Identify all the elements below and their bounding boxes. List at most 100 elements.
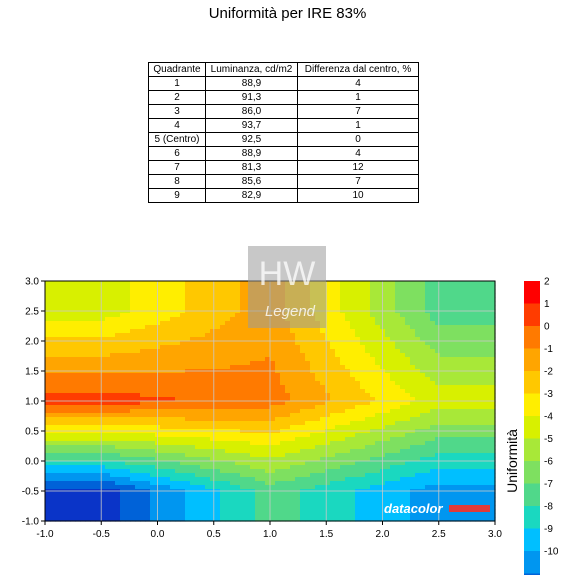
heatmap-cell	[465, 433, 471, 438]
heatmap-cell	[190, 481, 196, 486]
heatmap-cell	[315, 349, 321, 354]
heatmap-cell	[340, 433, 346, 438]
heatmap-cell	[475, 345, 481, 350]
heatmap-cell	[185, 281, 191, 286]
heatmap-cell	[235, 333, 241, 338]
heatmap-cell	[410, 289, 416, 294]
heatmap-cell	[270, 461, 276, 466]
heatmap-cell	[55, 313, 61, 318]
heatmap-cell	[185, 437, 191, 442]
heatmap-cell	[395, 445, 401, 450]
heatmap-cell	[70, 405, 76, 410]
heatmap-cell	[150, 393, 156, 398]
heatmap-cell	[485, 393, 491, 398]
heatmap-cell	[245, 385, 251, 390]
heatmap-cell	[385, 465, 391, 470]
heatmap-cell	[410, 365, 416, 370]
heatmap-cell	[105, 417, 111, 422]
heatmap-cell	[275, 365, 281, 370]
heatmap-cell	[240, 333, 246, 338]
heatmap-cell	[225, 393, 231, 398]
heatmap-cell	[375, 281, 381, 286]
heatmap-cell	[290, 457, 296, 462]
heatmap-cell	[290, 465, 296, 470]
heatmap-cell	[160, 453, 166, 458]
heatmap-cell	[425, 389, 431, 394]
heatmap-cell	[350, 381, 356, 386]
heatmap-cell	[105, 365, 111, 370]
heatmap-cell	[50, 373, 56, 378]
heatmap-cell	[425, 421, 431, 426]
heatmap-cell	[110, 421, 116, 426]
heatmap-cell	[245, 345, 251, 350]
heatmap-cell	[405, 425, 411, 430]
heatmap-cell	[450, 345, 456, 350]
heatmap-cell	[435, 305, 441, 310]
heatmap-cell	[205, 377, 211, 382]
heatmap-cell	[65, 381, 71, 386]
heatmap-cell	[70, 473, 76, 478]
heatmap-cell	[490, 497, 496, 502]
heatmap-cell	[480, 457, 486, 462]
heatmap-cell	[60, 401, 66, 406]
heatmap-cell	[55, 485, 61, 490]
heatmap-cell	[285, 497, 291, 502]
heatmap-cell	[375, 409, 381, 414]
heatmap-cell	[400, 417, 406, 422]
heatmap-cell	[160, 437, 166, 442]
heatmap-cell	[295, 417, 301, 422]
heatmap-cell	[70, 313, 76, 318]
heatmap-cell	[175, 417, 181, 422]
heatmap-cell	[55, 289, 61, 294]
heatmap-cell	[435, 477, 441, 482]
heatmap-cell	[325, 461, 331, 466]
heatmap-cell	[110, 453, 116, 458]
heatmap-cell	[75, 417, 81, 422]
heatmap-cell	[435, 281, 441, 286]
heatmap-cell	[420, 293, 426, 298]
heatmap-cell	[355, 297, 361, 302]
heatmap-cell	[60, 389, 66, 394]
heatmap-cell	[100, 457, 106, 462]
heatmap-cell	[470, 333, 476, 338]
heatmap-cell	[125, 485, 131, 490]
heatmap-cell	[385, 469, 391, 474]
heatmap-cell	[70, 461, 76, 466]
heatmap-cell	[190, 281, 196, 286]
heatmap-cell	[230, 401, 236, 406]
heatmap-cell	[490, 341, 496, 346]
heatmap-cell	[285, 381, 291, 386]
heatmap-cell	[295, 333, 301, 338]
heatmap-cell	[85, 477, 91, 482]
heatmap-cell	[345, 313, 351, 318]
heatmap-cell	[365, 417, 371, 422]
heatmap-cell	[185, 445, 191, 450]
heatmap-cell	[365, 373, 371, 378]
heatmap-cell	[490, 365, 496, 370]
heatmap-cell	[95, 445, 101, 450]
heatmap-cell	[475, 477, 481, 482]
heatmap-cell	[260, 433, 266, 438]
heatmap-cell	[450, 301, 456, 306]
heatmap-cell	[415, 373, 421, 378]
heatmap-cell	[125, 365, 131, 370]
heatmap-cell	[415, 469, 421, 474]
heatmap-cell	[125, 317, 131, 322]
heatmap-cell	[470, 441, 476, 446]
heatmap-cell	[460, 305, 466, 310]
heatmap-cell	[225, 445, 231, 450]
heatmap-cell	[435, 453, 441, 458]
heatmap-cell	[310, 453, 316, 458]
heatmap-cell	[445, 441, 451, 446]
heatmap-cell	[45, 497, 51, 502]
heatmap-cell	[355, 353, 361, 358]
heatmap-cell	[110, 377, 116, 382]
heatmap-cell	[135, 357, 141, 362]
heatmap-cell	[265, 385, 271, 390]
heatmap-cell	[250, 405, 256, 410]
heatmap-cell	[220, 409, 226, 414]
heatmap-cell	[395, 317, 401, 322]
heatmap-cell	[55, 321, 61, 326]
heatmap-cell	[400, 425, 406, 430]
heatmap-cell	[295, 393, 301, 398]
